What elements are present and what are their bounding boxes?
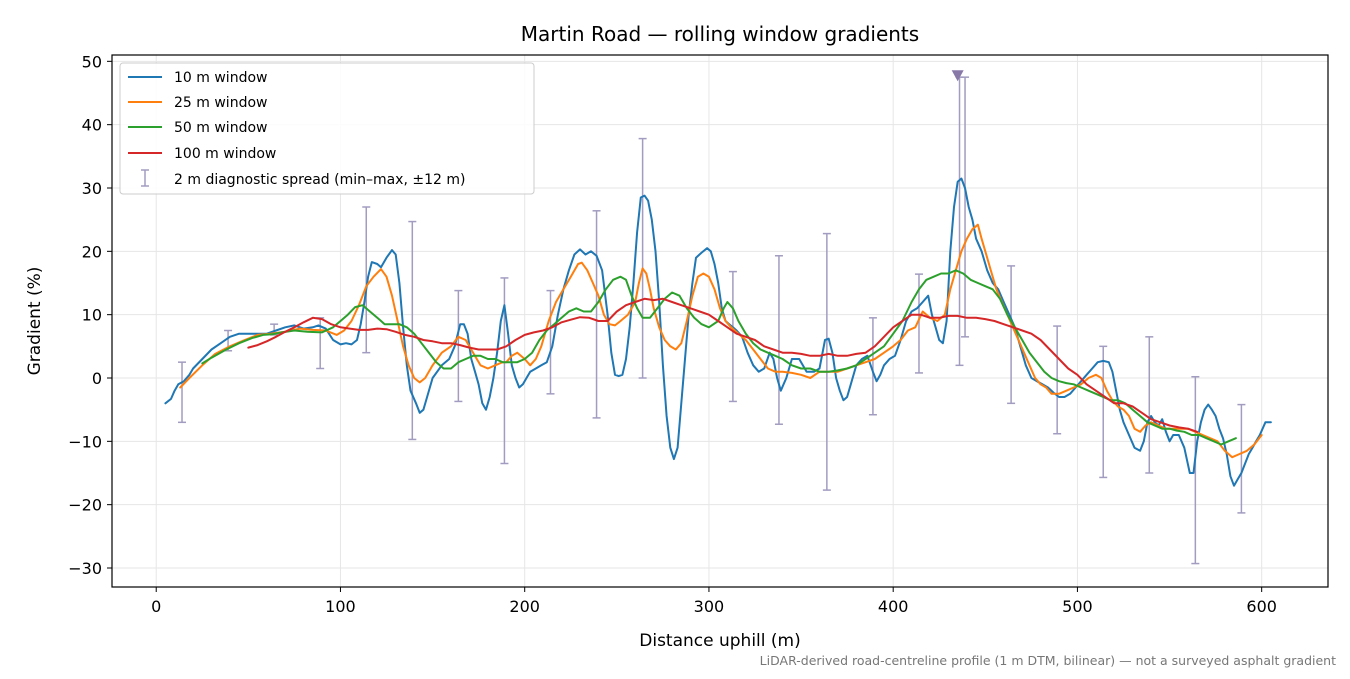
series-line-0 [164,177,1272,487]
x-tick-label: 100 [325,597,356,616]
footnote: LiDAR-derived road-centreline profile (1… [760,653,1336,668]
spread-bar [638,137,647,379]
series-line-2 [201,269,1237,446]
spread-bar [546,289,555,395]
spread-bar [774,255,783,425]
x-tick-label: 600 [1246,597,1277,616]
series-line-3 [247,297,1199,433]
spread-bar [961,76,970,338]
y-tick-label: −30 [68,559,102,578]
legend-label-100m: 100 m window [174,146,276,162]
spread-bar [868,317,877,416]
legend-label-spread: 2 m diagnostic spread (min–max, ±12 m) [174,172,465,188]
series-line-1 [179,223,1263,459]
x-tick-label: 200 [509,597,540,616]
spread-bar [822,232,831,491]
spread-bar [1145,336,1154,474]
y-axis-ticks: −30 −20 −10 0 10 20 30 40 50 [68,52,112,578]
y-tick-label: 20 [82,242,102,261]
spread-bar [592,210,601,419]
chart-title: Martin Road — rolling window gradients [521,22,919,46]
x-axis-title: Distance uphill (m) [639,631,800,651]
y-tick-label: 50 [82,52,102,71]
legend-swatch-spread [141,169,149,187]
x-axis-ticks: 0 100 200 300 400 500 600 [151,587,1277,616]
x-tick-label: 500 [1062,597,1093,616]
legend-box [119,62,535,195]
legend-label-50m: 50 m window [174,120,267,136]
y-tick-label: 0 [92,369,102,388]
plot-frame [111,54,1329,588]
spread-bar [1191,375,1200,565]
x-tick-label: 0 [151,597,161,616]
y-tick-label: 30 [82,179,102,198]
spread-bar [408,220,417,441]
legend-label-25m: 25 m window [174,95,267,111]
y-tick-label: 10 [82,306,102,325]
y-axis-title: Gradient (%) [25,267,45,376]
peak-marker [951,70,964,82]
spread-bar [1099,345,1108,479]
y-tick-label: −20 [68,496,102,515]
spread-bar [454,289,463,403]
series-lines [164,177,1272,487]
legend-label-10m: 10 m window [174,70,267,86]
x-tick-label: 400 [878,597,909,616]
spread-bar [362,206,371,354]
spread-bar [1237,403,1246,514]
peak-marker-triangle [951,70,964,82]
spread-bar [178,361,187,424]
x-tick-label: 300 [694,597,725,616]
spread-bar [728,270,737,403]
spread-bar [1007,265,1016,405]
legend: 10 m window 25 m window 50 m window 100 … [119,62,535,195]
y-tick-label: −10 [68,432,102,451]
y-tick-label: 40 [82,116,102,135]
